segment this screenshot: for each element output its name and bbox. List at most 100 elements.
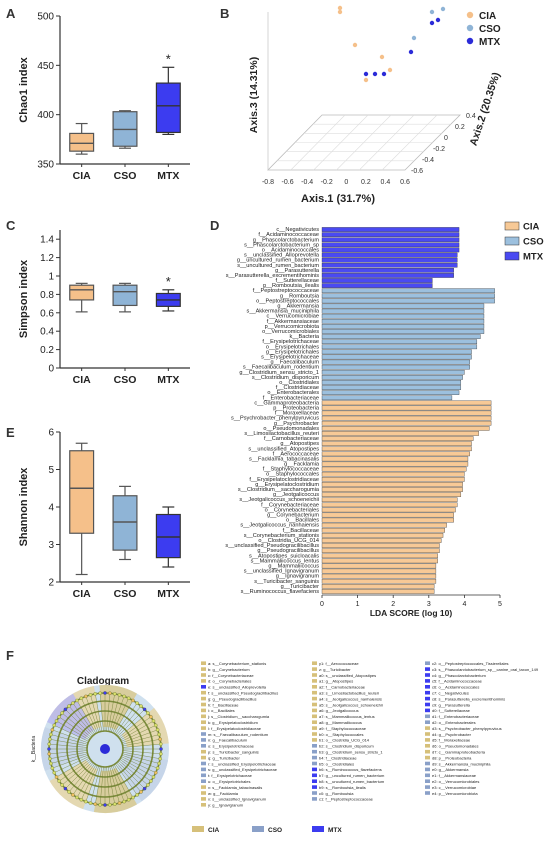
lda-bar — [321, 288, 495, 294]
clade-node — [79, 696, 84, 700]
lda-bar — [321, 390, 460, 395]
x-tick-label: CSO — [114, 170, 137, 182]
key-swatch — [201, 773, 206, 778]
sample-point — [363, 71, 369, 77]
branch-line — [122, 743, 161, 748]
clade-node — [159, 752, 163, 756]
key-entry: b0: o__Staphylococcales — [319, 732, 363, 737]
clade-node — [50, 728, 55, 732]
lda-bar-label: f__Erysipelatoclostridiaceae — [249, 477, 319, 483]
branch-line — [68, 705, 94, 736]
key-entry: f: s__unclassified_Pseudogracilibacillus — [208, 691, 278, 696]
key-swatch — [201, 673, 206, 677]
clade-node — [57, 715, 61, 719]
x-tick-label: CSO — [114, 588, 137, 600]
box-iqr — [69, 132, 95, 152]
shannon-boxplot: 2 3 4 5 6 Shannon index CIA CSO MTX — [18, 428, 190, 600]
key-swatch — [312, 702, 317, 707]
clade-node — [108, 803, 112, 807]
lda-bar — [321, 456, 469, 462]
branch-line — [121, 725, 156, 742]
key-entry: e2: o__Verrucomicrobiales — [432, 779, 479, 784]
clade-node — [135, 793, 139, 797]
clade-node — [88, 693, 93, 697]
key-swatch — [312, 732, 317, 736]
y-tick-label: 1.4 — [40, 235, 54, 246]
lda-bar — [321, 487, 463, 492]
lda-bar-label: g__Mammaliicoccus — [268, 563, 319, 569]
branch-line — [72, 763, 95, 795]
lda-bar — [321, 354, 472, 360]
lda-bar-label: k__Bacteria — [289, 334, 319, 340]
panel-letter-c: C — [6, 218, 16, 233]
sample-point — [379, 54, 385, 60]
sample-point — [429, 9, 435, 15]
lda-bar-label: o__Bacillales — [286, 518, 319, 524]
key-swatch — [201, 755, 206, 760]
x-tick-label: -0.2 — [321, 179, 333, 186]
box-iqr — [112, 495, 138, 551]
key-entry: o: s__Erysipelotrichaceae — [208, 744, 255, 749]
key-swatch — [425, 667, 430, 671]
branch-line — [109, 766, 120, 804]
branch-line — [106, 766, 111, 805]
sample-point — [435, 17, 441, 23]
key-swatch — [312, 696, 317, 701]
lda-bar-label: s__Mammaliicoccus_lentus — [251, 558, 320, 564]
y-tick-label: 0.4 — [466, 113, 476, 120]
legend-marker — [466, 24, 474, 32]
y-tick-label: 0.8 — [40, 290, 54, 301]
branch-line — [122, 739, 161, 747]
key-swatch — [425, 738, 430, 742]
clade-node — [112, 802, 117, 806]
lda-bar — [321, 527, 445, 533]
branch-line — [54, 725, 89, 742]
key-entry: c0: g__Romboutsia — [319, 791, 354, 796]
key-entry: b5: o__Clostridiales — [319, 761, 354, 766]
clade-node — [79, 798, 84, 802]
key-swatch — [201, 685, 206, 689]
branch-line — [118, 712, 149, 738]
branch-line — [121, 729, 158, 744]
branch-line — [61, 712, 92, 738]
legend-label: CIA — [479, 11, 496, 22]
lda-bar-label: g__Erysipelatoclostridium — [255, 482, 319, 488]
key-entry: b4: f__Clostridiaceae — [319, 755, 357, 760]
clade-node — [48, 756, 52, 761]
branch-line — [121, 754, 158, 769]
lda-bar-label: g__Romboutsia_ilealis — [263, 283, 319, 289]
sample-point — [387, 67, 393, 73]
key-entry: d8: p__Proteobacteria — [432, 755, 472, 760]
key-swatch — [312, 685, 317, 689]
lda-bar-label: s__Faecalibaculum_rodentium — [243, 365, 320, 371]
x-tick-label: MTX — [157, 374, 179, 386]
branch-line — [81, 698, 98, 733]
lda-bar — [321, 237, 460, 243]
lda-bar — [321, 482, 463, 487]
branch-line — [117, 761, 145, 789]
key-swatch — [425, 779, 430, 783]
clade-node — [47, 742, 51, 746]
lda-bar — [321, 293, 495, 299]
lda-bar — [321, 415, 492, 421]
key-swatch — [201, 708, 206, 713]
key-swatch — [201, 791, 206, 795]
key-entry: b: g__Corynebacterium — [208, 667, 250, 672]
clade-node — [67, 704, 71, 708]
key-entry: g: g__Pseudogracilibacillus — [208, 696, 256, 701]
lda-bar — [321, 471, 465, 477]
branch-line — [52, 754, 89, 769]
lda-bar — [321, 466, 467, 472]
x-tick-label: -0.6 — [282, 179, 294, 186]
key-entry: p: s__Turicibacter_sanguinis — [208, 750, 259, 755]
lda-bar-label: c__Gammaproteobacteria — [254, 400, 320, 406]
key-swatch — [312, 773, 317, 778]
clade-node — [71, 793, 75, 797]
lda-bar — [321, 420, 492, 426]
clade-node — [93, 692, 98, 696]
key-swatch — [201, 726, 206, 730]
lda-bar — [321, 517, 454, 523]
lda-bar — [321, 375, 463, 380]
y-axis-label: Shannon index — [18, 467, 30, 547]
